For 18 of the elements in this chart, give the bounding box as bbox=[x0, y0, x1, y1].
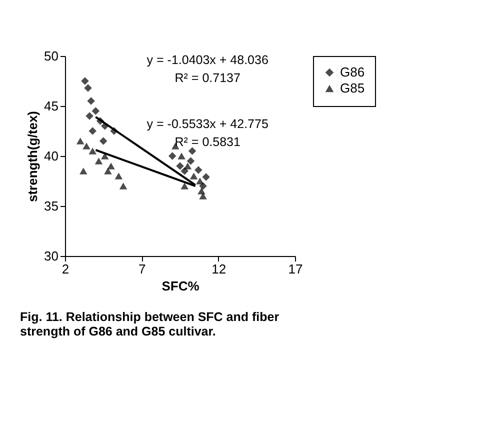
y-tick-label: 50 bbox=[44, 48, 58, 64]
y-axis-title: strength(g/tex) bbox=[25, 111, 40, 202]
annotation: R² = 0.7137 bbox=[174, 71, 240, 85]
x-tick-label: 12 bbox=[212, 262, 226, 276]
x-tick-label: 7 bbox=[138, 262, 146, 276]
annotation: R² = 0.5831 bbox=[174, 135, 240, 149]
y-tick-label: 40 bbox=[44, 148, 58, 164]
y-tick-label: 35 bbox=[44, 198, 58, 214]
annotation: y = -0.5533x + 42.775 bbox=[146, 117, 268, 131]
y-tick-label: 30 bbox=[44, 248, 58, 264]
x-axis-title: SFC% bbox=[162, 278, 200, 294]
x-tick-label: 17 bbox=[288, 262, 303, 276]
caption: Fig. 11. Relationship between SFC and fiber strength of G86 and G85 cultivar. bbox=[20, 310, 280, 338]
y-tick-label: 45 bbox=[44, 98, 58, 114]
annotation: y = -1.0403x + 48.036 bbox=[146, 53, 268, 67]
x-tick-label: 2 bbox=[62, 262, 70, 276]
legend-label: G86 bbox=[340, 64, 365, 80]
legend-label: G85 bbox=[340, 80, 365, 96]
